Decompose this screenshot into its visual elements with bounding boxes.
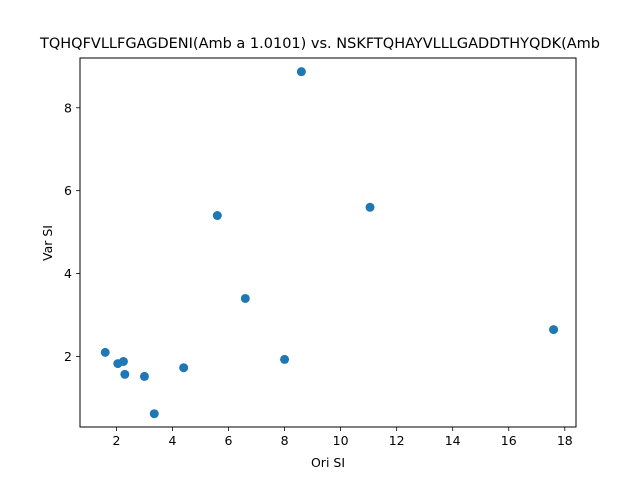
plot-frame xyxy=(79,57,577,428)
x-tick-label: 2 xyxy=(112,433,120,448)
data-point xyxy=(240,293,250,303)
x-tick-label: 14 xyxy=(445,433,461,448)
data-point xyxy=(100,347,110,357)
y-axis-ticks: 2 4 6 8 xyxy=(64,100,80,364)
data-point xyxy=(280,354,290,364)
y-tick-label: 8 xyxy=(64,100,72,115)
data-point xyxy=(212,211,222,221)
x-axis-ticks: 2 4 6 8 10 12 14 16 18 xyxy=(112,427,573,448)
chart-title: TQHQFVLLFGAGDENI(Amb a 1.0101) vs. NSKFT… xyxy=(39,36,600,52)
x-axis-label: Ori SI xyxy=(311,455,345,470)
y-tick-label: 2 xyxy=(64,349,72,364)
x-tick-label: 12 xyxy=(389,433,405,448)
data-point xyxy=(149,409,159,419)
data-point xyxy=(118,356,128,366)
y-tick-label: 6 xyxy=(64,183,72,198)
x-tick-label: 8 xyxy=(281,433,289,448)
data-point xyxy=(365,202,375,212)
x-tick-label: 4 xyxy=(168,433,176,448)
data-point xyxy=(139,371,149,381)
y-axis-label: Var SI xyxy=(40,225,55,261)
data-point xyxy=(179,363,189,373)
data-point xyxy=(120,369,130,379)
x-tick-label: 16 xyxy=(501,433,517,448)
data-point xyxy=(296,67,306,77)
data-point xyxy=(549,325,559,335)
x-tick-label: 18 xyxy=(557,433,573,448)
y-tick-label: 4 xyxy=(64,266,72,281)
data-points xyxy=(100,67,559,419)
x-tick-label: 6 xyxy=(225,433,233,448)
x-tick-label: 10 xyxy=(333,433,349,448)
